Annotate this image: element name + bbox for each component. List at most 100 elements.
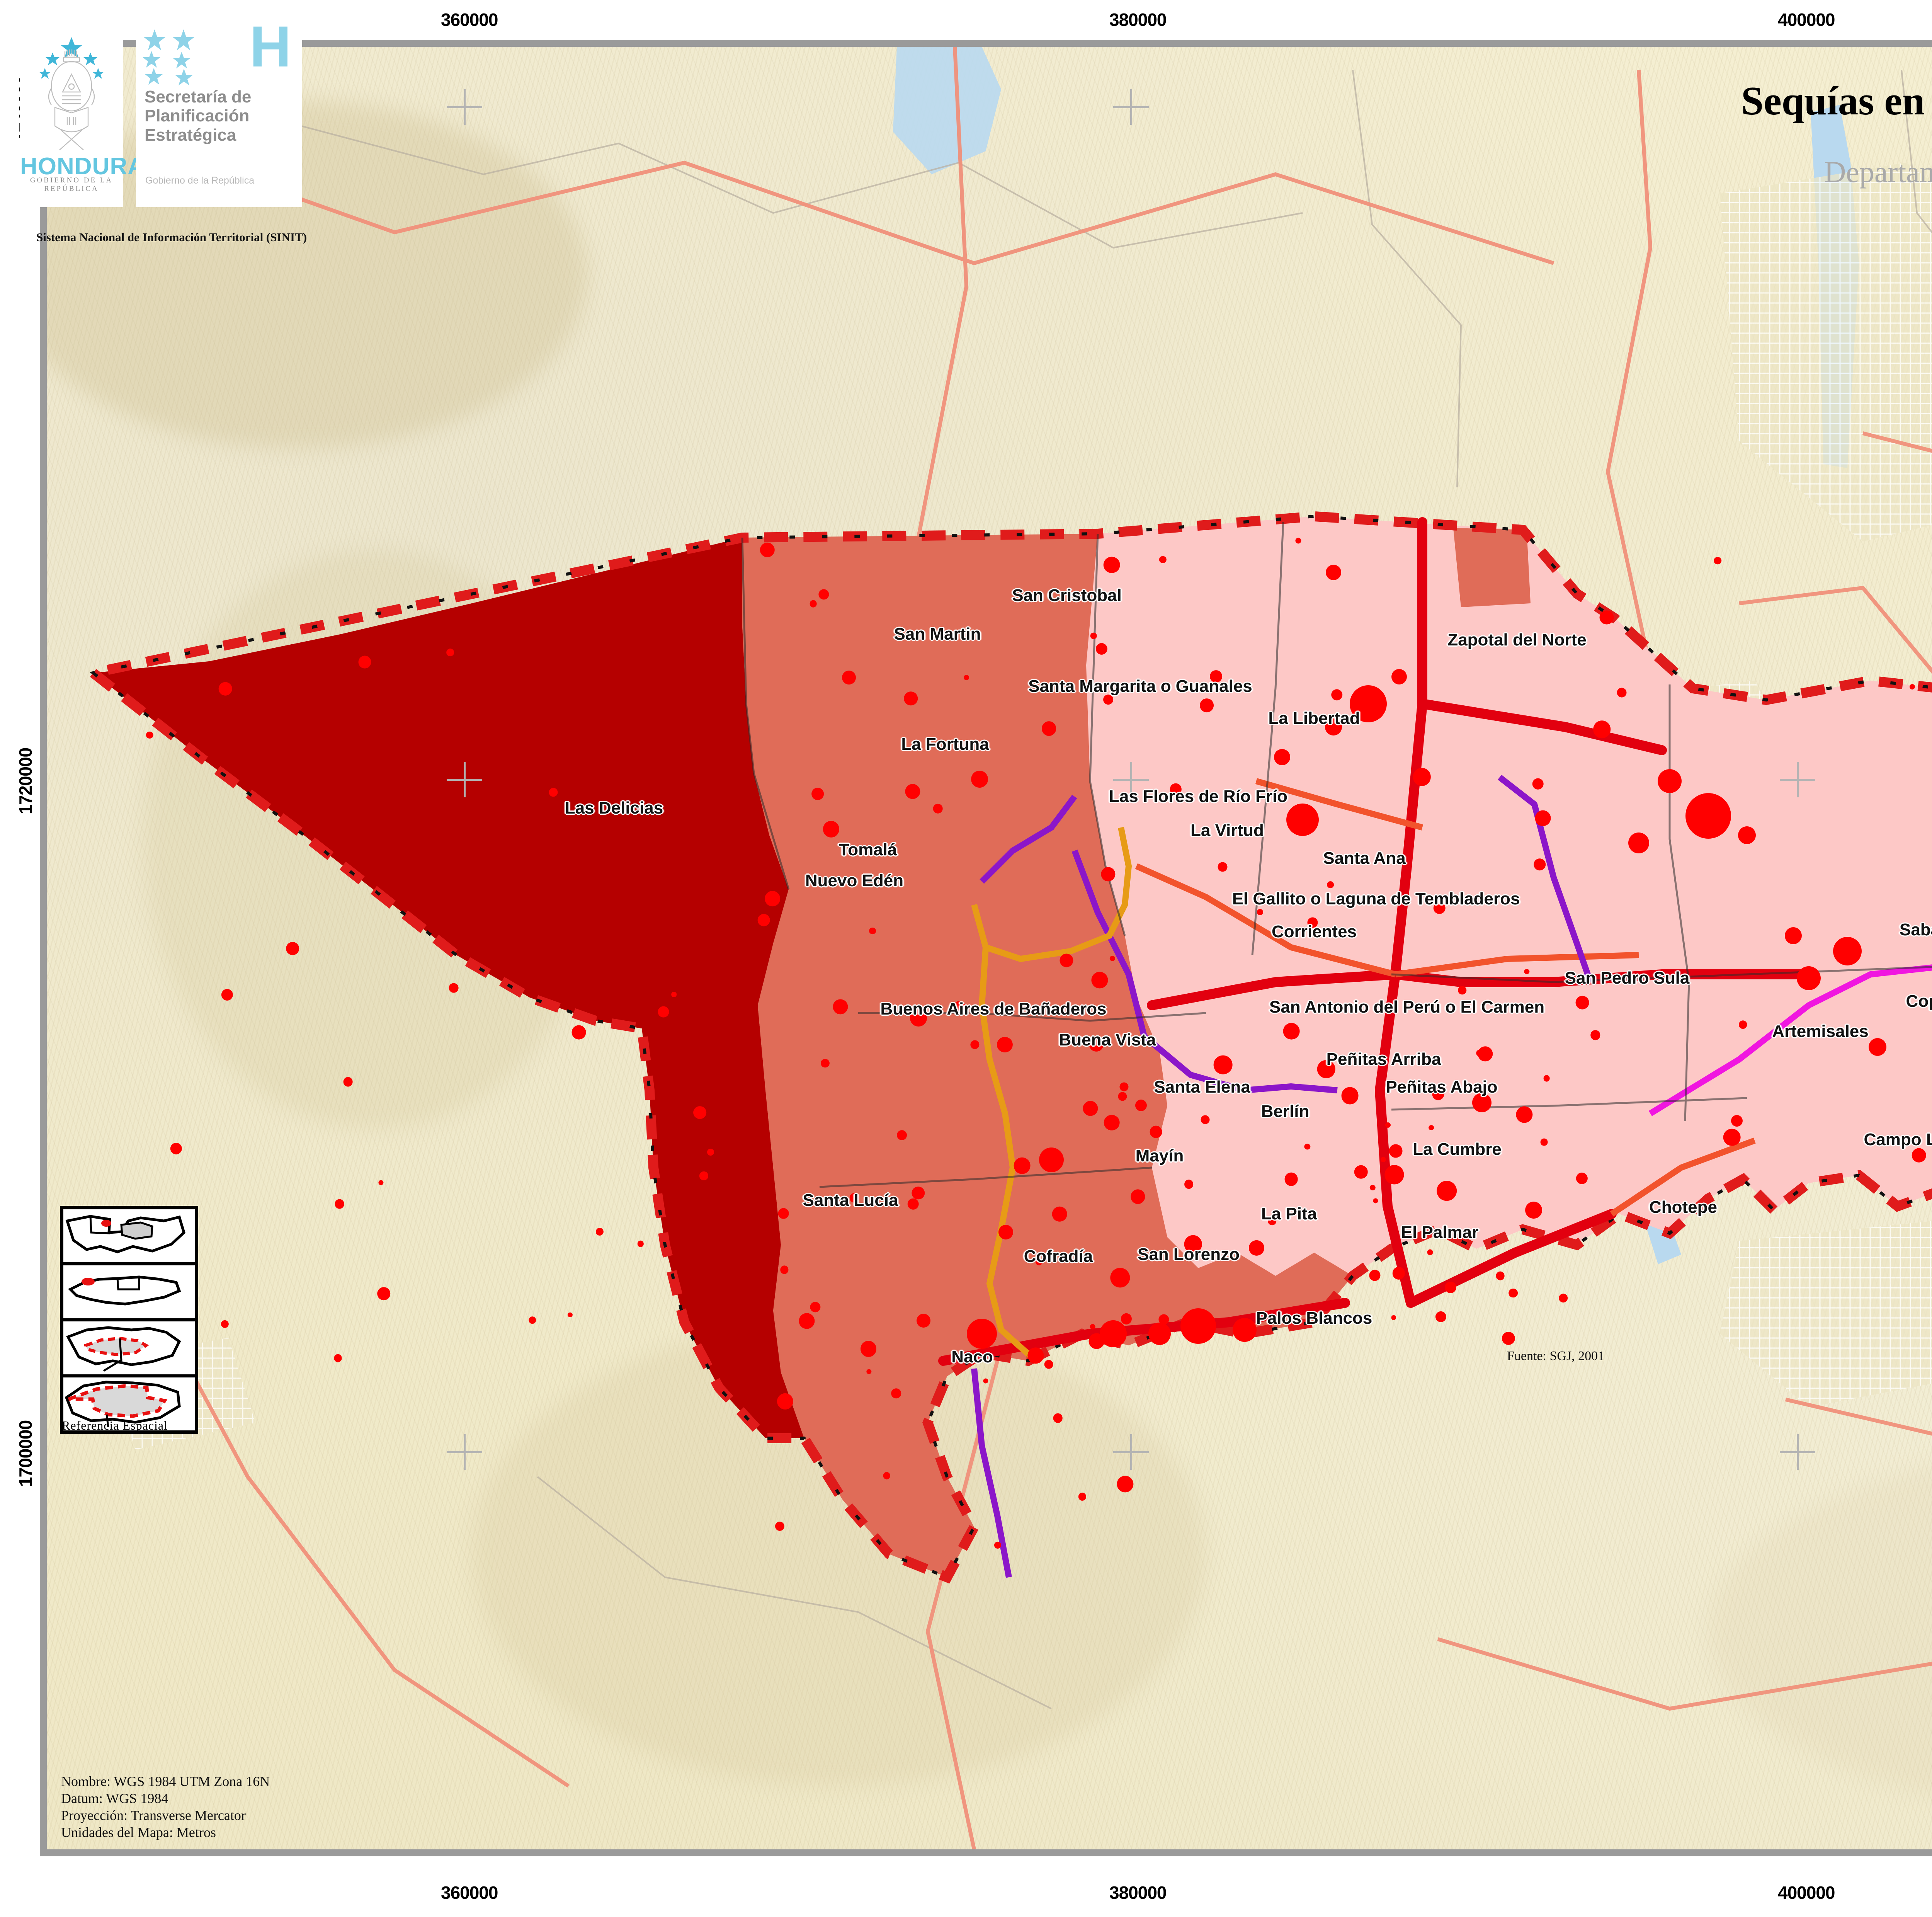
settlement-dot bbox=[1131, 1189, 1145, 1204]
settlement-dot bbox=[1445, 1282, 1456, 1293]
settlement-dot-major bbox=[1391, 669, 1407, 684]
settlement-dot bbox=[1509, 1289, 1518, 1298]
settlement-dot bbox=[1559, 1294, 1568, 1303]
settlement-dot bbox=[1543, 1075, 1550, 1082]
settlement-dot bbox=[777, 1393, 793, 1410]
settlement-dot bbox=[1214, 1056, 1233, 1074]
settlement-dot bbox=[1053, 1413, 1063, 1423]
secretaria-line3: Estratégica bbox=[145, 126, 298, 145]
graticule-cross bbox=[1780, 762, 1815, 797]
place-label: San Cristobal bbox=[1012, 586, 1122, 605]
settlement-dot bbox=[1723, 1129, 1741, 1146]
settlement-dot bbox=[1535, 810, 1551, 826]
settlement-dot bbox=[1283, 1023, 1300, 1040]
settlement-dot bbox=[998, 1225, 1013, 1239]
place-label: Santa Lucía bbox=[803, 1191, 898, 1210]
settlement-dot bbox=[449, 983, 459, 993]
place-label: La Pita bbox=[1261, 1204, 1317, 1224]
settlement-dot-major bbox=[1100, 1320, 1127, 1347]
place-label: Santa Ana bbox=[1323, 849, 1406, 868]
settlement-dot bbox=[1150, 1125, 1162, 1138]
settlement-dot bbox=[904, 692, 918, 706]
settlement-dot bbox=[671, 992, 677, 997]
settlement-dot bbox=[1532, 778, 1544, 790]
settlement-dot bbox=[1731, 1115, 1743, 1127]
settlement-dot bbox=[446, 649, 454, 657]
settlement-dot bbox=[1135, 1100, 1147, 1111]
settlement-dot bbox=[1218, 862, 1227, 872]
settlement-dot bbox=[1427, 1249, 1433, 1255]
settlement-dot bbox=[1044, 1360, 1053, 1369]
settlement-dot bbox=[1389, 1144, 1403, 1158]
place-label: La Cumbre bbox=[1413, 1140, 1502, 1159]
settlement-dot-major bbox=[1039, 1147, 1064, 1172]
settlement-dot bbox=[1525, 1202, 1542, 1219]
graticule-cross bbox=[447, 1434, 482, 1470]
place-label: Berlín bbox=[1261, 1102, 1310, 1121]
place-label: Zapotal del Norte bbox=[1447, 630, 1586, 650]
settlement-dot-major bbox=[1833, 937, 1862, 965]
settlement-dot bbox=[334, 1354, 342, 1362]
settlement-dot bbox=[1090, 1324, 1095, 1330]
settlement-dot-major bbox=[1628, 833, 1649, 853]
settlement-dot bbox=[908, 1199, 919, 1210]
settlement-dot bbox=[1014, 1157, 1031, 1174]
settlement-dot-major bbox=[1797, 966, 1821, 990]
place-label: Santa Margarita o Guanales bbox=[1028, 677, 1252, 696]
secretaria-gov: Gobierno de la República bbox=[145, 175, 254, 186]
stars-icon bbox=[143, 28, 213, 86]
locator-caption: Referencia Espacial bbox=[62, 1418, 168, 1433]
settlement-dot-major bbox=[1785, 927, 1802, 944]
graticule-cross bbox=[1113, 89, 1149, 125]
secretaria-name: Secretaría de Planificación Estratégica bbox=[145, 87, 298, 145]
map-source-note: Fuente: SGJ, 2001 bbox=[1507, 1349, 1604, 1364]
locator-panel-country bbox=[63, 1265, 195, 1321]
projection-info: Nombre: WGS 1984 UTM Zona 16N Datum: WGS… bbox=[61, 1773, 270, 1841]
graticule-cross bbox=[447, 89, 482, 125]
settlement-dot bbox=[799, 1313, 815, 1329]
settlement-dot bbox=[1201, 1115, 1209, 1124]
settlement-dot bbox=[1042, 721, 1056, 736]
place-label: Las Delicias bbox=[565, 798, 663, 818]
settlement-dot bbox=[1119, 1083, 1128, 1091]
sequia-muy-fuerte-notch bbox=[1453, 528, 1531, 607]
settlement-dot bbox=[1575, 996, 1589, 1010]
settlement-dot bbox=[842, 671, 856, 684]
settlement-dot bbox=[1327, 881, 1334, 888]
settlement-dot bbox=[1083, 1101, 1098, 1116]
settlement-dot-major bbox=[1180, 1308, 1216, 1344]
settlement-dot bbox=[1104, 557, 1120, 573]
settlement-dot bbox=[549, 788, 558, 797]
x-tick-label: 400000 bbox=[1778, 1882, 1835, 1903]
settlement-dot-major bbox=[1286, 804, 1319, 836]
map-canvas[interactable]: San CristobalSan MartinZapotal del Norte… bbox=[47, 47, 1932, 1849]
place-label: Campo La Mesa bbox=[1864, 1130, 1932, 1149]
settlement-dot bbox=[1429, 1125, 1434, 1130]
settlement-dot bbox=[1249, 1240, 1264, 1256]
place-label: Nuevo Edén bbox=[805, 871, 903, 890]
settlement-dot bbox=[1391, 1315, 1396, 1320]
settlement-dot-major bbox=[967, 1319, 997, 1349]
secretaria-h-icon: H bbox=[250, 23, 291, 70]
x-tick-label: 360000 bbox=[441, 1882, 498, 1903]
projection-type: Proyección: Transverse Mercator bbox=[61, 1807, 270, 1824]
page-subtitle: Departamento de Cortés bbox=[1600, 155, 1932, 189]
settlement-dot bbox=[1331, 689, 1343, 701]
settlement-dot bbox=[707, 1149, 714, 1156]
place-label: Sabana de Jucutuma bbox=[1900, 920, 1932, 940]
settlement-dot bbox=[1184, 1180, 1194, 1189]
place-label: Santa Elena bbox=[1154, 1078, 1250, 1097]
settlement-dot bbox=[1381, 1157, 1386, 1162]
settlement-dot bbox=[917, 1314, 930, 1328]
settlement-dot bbox=[1912, 1148, 1926, 1163]
place-label: Buena Vista bbox=[1059, 1030, 1156, 1050]
place-label: El Gallito o Laguna de Tembladeros bbox=[1232, 889, 1520, 909]
secretaria-line1: Secretaría de bbox=[145, 87, 298, 106]
x-tick-label: 400000 bbox=[1778, 9, 1835, 30]
place-label: El Palmar bbox=[1401, 1223, 1479, 1242]
place-label: La Virtud bbox=[1190, 821, 1264, 840]
place-label: San Antonio del Perú o El Carmen bbox=[1269, 998, 1544, 1017]
settlement-dot bbox=[933, 804, 943, 814]
settlement-dot bbox=[1541, 1139, 1548, 1146]
settlement-dot bbox=[1274, 749, 1290, 765]
